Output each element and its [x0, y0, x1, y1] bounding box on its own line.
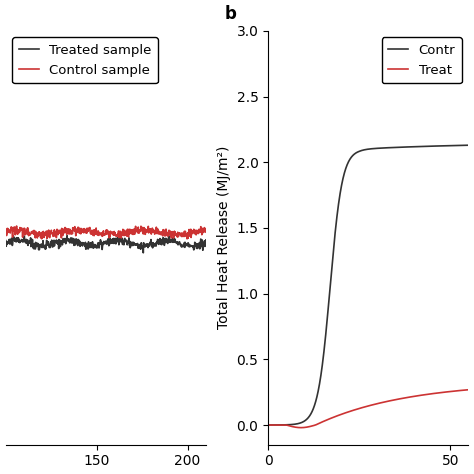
Treated sample [38, 244, 44, 249]
Legend: Contr, Treat: Contr, Treat [382, 37, 462, 83]
Control sample [154, 228, 160, 233]
Legend: Treated sample, Control sample: Treated sample, Control sample [12, 37, 158, 83]
Control sample [55, 231, 60, 237]
Line: Control sample: Control sample [6, 226, 206, 239]
Treated sample [154, 240, 160, 246]
Text: b: b [224, 5, 236, 23]
Treated sample [3, 237, 9, 243]
Treated sample [166, 233, 172, 238]
Y-axis label: Total Heat Release (MJ/m²): Total Heat Release (MJ/m²) [217, 146, 231, 329]
Treated sample [93, 243, 99, 248]
Treated sample [137, 242, 142, 247]
Control sample [38, 230, 44, 236]
Control sample [94, 231, 100, 237]
Line: Treated sample: Treated sample [6, 236, 206, 253]
Control sample [3, 226, 9, 231]
Control sample [203, 226, 209, 232]
Treated sample [54, 240, 60, 246]
Treated sample [140, 250, 146, 255]
Control sample [137, 228, 143, 234]
Control sample [184, 236, 190, 242]
Control sample [121, 233, 127, 238]
Control sample [14, 223, 19, 229]
Treated sample [203, 237, 209, 243]
Treated sample [121, 241, 127, 246]
